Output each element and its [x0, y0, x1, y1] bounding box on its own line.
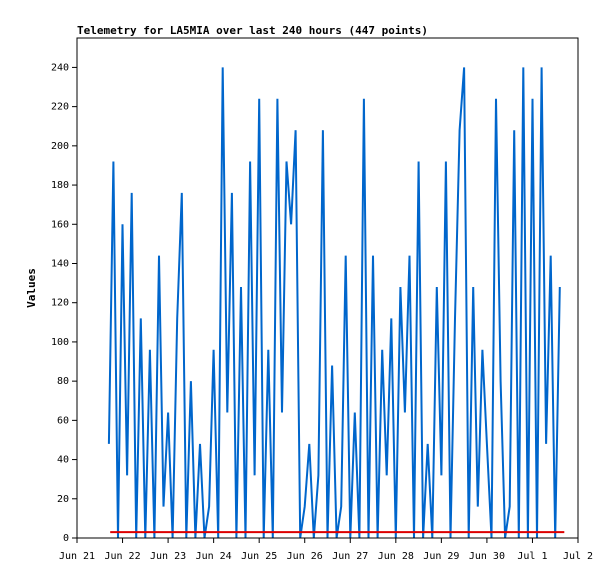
y-tick-label: 220: [51, 102, 69, 113]
x-tick-label: Jun 29: [423, 551, 459, 562]
x-tick-label: Jun 24: [196, 551, 232, 562]
y-tick-label: 120: [51, 298, 69, 309]
plot-frame: [76, 37, 579, 539]
y-tick-label: 20: [57, 494, 69, 505]
y-tick-label: 180: [51, 180, 69, 191]
series-line: [107, 67, 561, 539]
y-tick-label: 140: [51, 258, 69, 269]
x-tick-label: Jun 21: [59, 551, 95, 562]
y-tick-label: 60: [57, 415, 69, 426]
y-tick-label: 100: [51, 337, 69, 348]
x-tick-label: Jun 26: [287, 551, 323, 562]
y-tick-label: 40: [57, 455, 69, 466]
x-tick-label: Jul 1: [517, 551, 547, 562]
x-tick-label: Jun 22: [104, 551, 140, 562]
y-tick-label: 240: [51, 62, 69, 73]
x-tick-label: Jun 23: [150, 551, 186, 562]
x-tick-label: Jun 28: [378, 551, 414, 562]
x-tick-label: Jul 2: [563, 551, 593, 562]
x-tick-label: Jun 30: [469, 551, 505, 562]
y-tick-label: 200: [51, 141, 69, 152]
y-tick-label: 160: [51, 219, 69, 230]
y-tick-label: 0: [63, 533, 69, 544]
x-tick-label: Jun 25: [241, 551, 277, 562]
y-tick-label: 80: [57, 376, 69, 387]
x-tick-label: Jun 27: [332, 551, 368, 562]
chart-title: Telemetry for LA5MIA over last 240 hours…: [77, 24, 428, 37]
y-axis-label: Values: [25, 268, 38, 308]
